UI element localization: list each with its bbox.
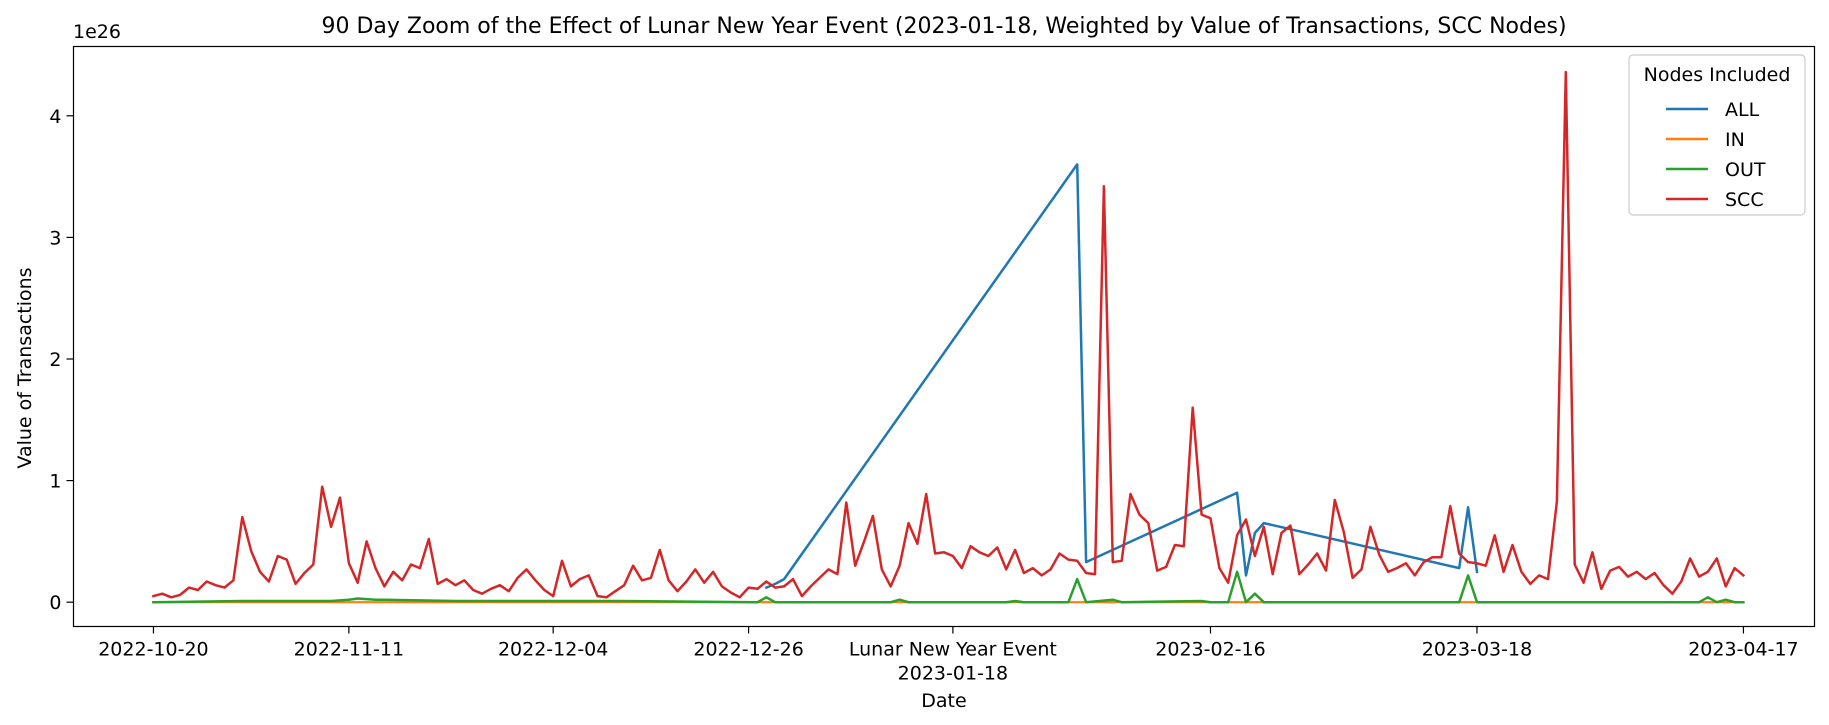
legend-title: Nodes Included: [1644, 64, 1791, 86]
series-layer: [151, 70, 1746, 604]
legend-label-out: OUT: [1725, 159, 1766, 181]
x-tick-label: 2023-03-18: [1422, 639, 1532, 661]
x-tick-label: Lunar New Year Event: [849, 639, 1057, 661]
series-line-all: [764, 163, 1479, 590]
y-tick-label: 3: [49, 227, 61, 249]
x-tick-label: 2022-12-26: [693, 639, 803, 661]
legend: Nodes Included ALL IN OUT SCC: [1628, 54, 1806, 216]
x-tick-label: 2022-11-11: [294, 639, 404, 661]
legend-box: [1628, 54, 1806, 216]
x-axis-label: Date: [921, 690, 966, 712]
x-axis-ticks: 2022-10-20 2022-11-11 2022-12-04 2022-12-26…: [98, 626, 1799, 685]
series-line-scc: [151, 70, 1746, 599]
y-axis-offset-label: 1e26: [73, 21, 121, 43]
series-line-out: [152, 570, 1745, 604]
x-tick-label: 2022-12-04: [498, 639, 608, 661]
y-axis-label: Value of Transactions: [14, 267, 36, 468]
y-tick-label: 1: [49, 471, 61, 493]
y-tick-label: 2: [49, 349, 61, 371]
y-tick-label: 0: [49, 592, 61, 614]
plot-frame: [72, 45, 1816, 628]
x-tick-label: 2022-10-20: [98, 639, 208, 661]
x-tick-label-date: 2023-01-18: [898, 663, 1008, 685]
legend-label-all: ALL: [1725, 99, 1760, 121]
y-tick-label: 4: [49, 106, 61, 128]
y-axis-ticks: 0 1 2 3 4: [49, 106, 74, 614]
x-tick-label: 2023-02-16: [1155, 639, 1265, 661]
chart-title: 90 Day Zoom of the Effect of Lunar New Y…: [321, 14, 1566, 39]
legend-label-scc: SCC: [1725, 189, 1764, 211]
legend-label-in: IN: [1725, 129, 1745, 151]
x-tick-label: 2023-04-17: [1688, 639, 1798, 661]
